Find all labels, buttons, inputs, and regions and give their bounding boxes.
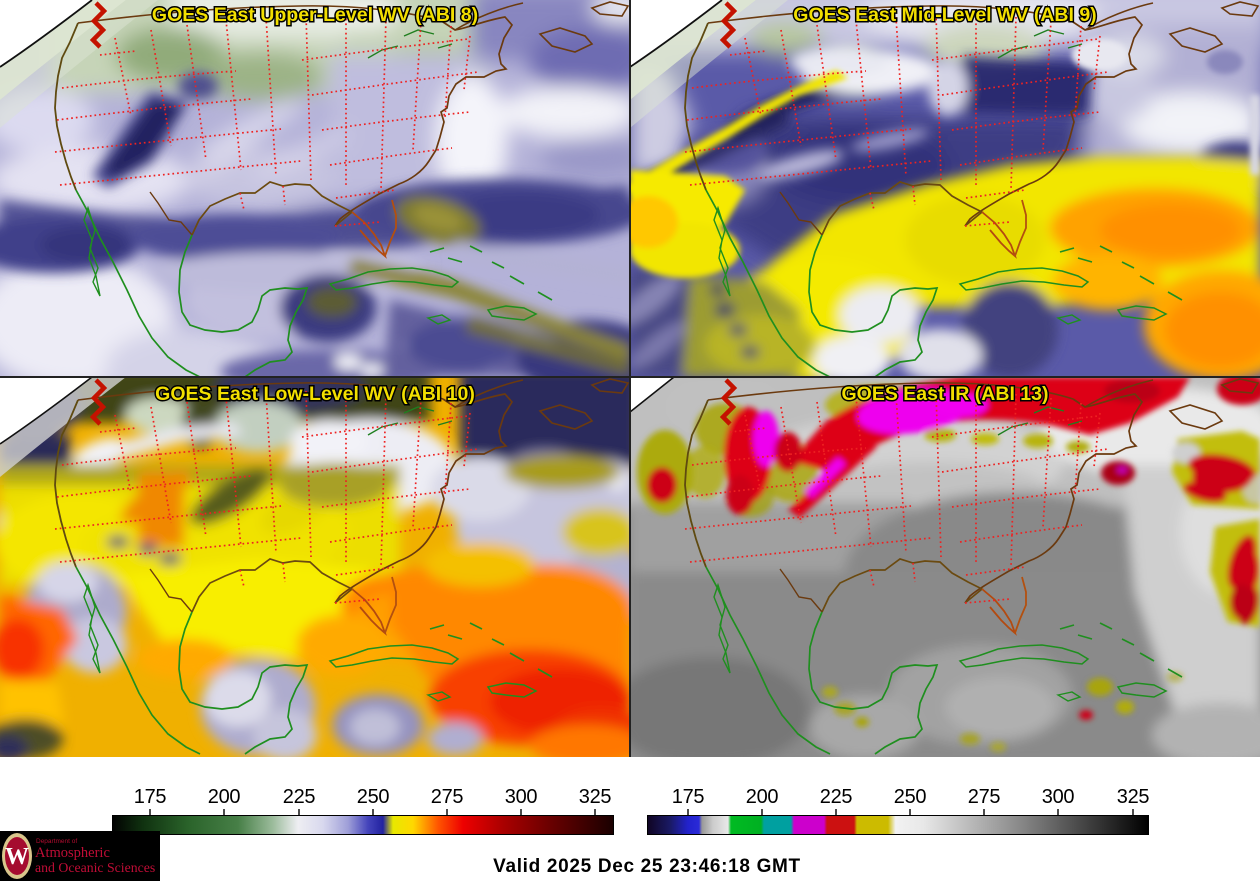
svg-text:225: 225 xyxy=(283,786,316,808)
svg-text:W: W xyxy=(5,844,29,870)
svg-text:175: 175 xyxy=(672,786,705,808)
svg-text:200: 200 xyxy=(208,786,241,808)
svg-text:250: 250 xyxy=(357,786,390,808)
svg-text:275: 275 xyxy=(968,786,1001,808)
svg-text:and Oceanic Sciences: and Oceanic Sciences xyxy=(35,860,155,875)
svg-text:GOES East IR (ABI 13): GOES East IR (ABI 13) xyxy=(842,383,1049,405)
svg-text:GOES East Upper-Level WV (ABI: GOES East Upper-Level WV (ABI 8) xyxy=(152,4,478,26)
svg-text:275: 275 xyxy=(431,786,464,808)
svg-text:200: 200 xyxy=(746,786,779,808)
svg-text:250: 250 xyxy=(894,786,927,808)
svg-text:325: 325 xyxy=(579,786,612,808)
svg-text:225: 225 xyxy=(820,786,853,808)
svg-text:Department of: Department of xyxy=(36,838,77,845)
svg-text:GOES East Mid-Level WV (ABI 9): GOES East Mid-Level WV (ABI 9) xyxy=(793,4,1096,26)
svg-text:175: 175 xyxy=(134,786,167,808)
svg-text:GOES East Low-Level WV (ABI 10: GOES East Low-Level WV (ABI 10) xyxy=(155,383,475,405)
svg-text:300: 300 xyxy=(505,786,538,808)
svg-text:300: 300 xyxy=(1042,786,1075,808)
svg-text:325: 325 xyxy=(1117,786,1150,808)
svg-text:Atmospheric: Atmospheric xyxy=(35,845,110,861)
